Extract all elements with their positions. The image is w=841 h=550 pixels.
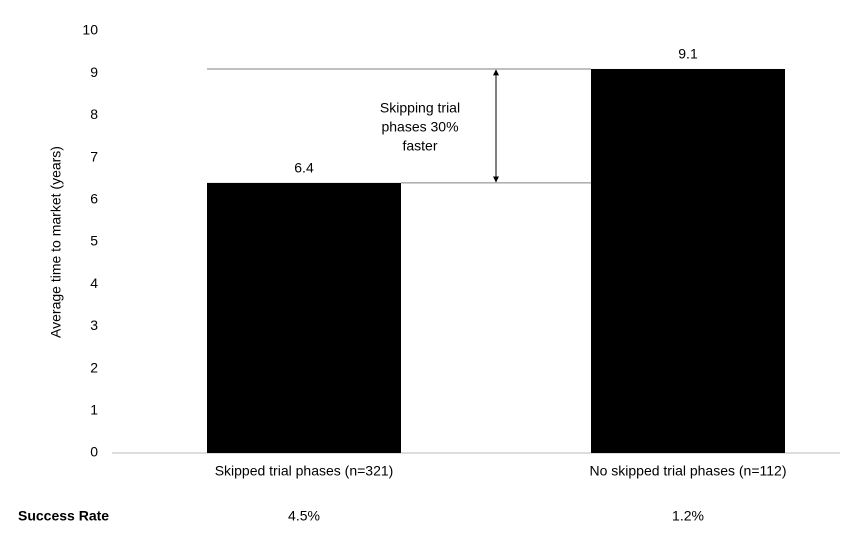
y-tick-label: 5 [90, 233, 98, 249]
bar [591, 68, 785, 453]
data-label: 9.1 [678, 46, 698, 62]
x-tick-label: No skipped trial phases (n=112) [589, 463, 786, 479]
y-tick-label: 2 [90, 359, 98, 375]
y-tick-label: 1 [90, 402, 98, 418]
annotation-text: phases 30% [381, 119, 458, 135]
x-tick-label: Skipped trial phases (n=321) [215, 463, 394, 479]
y-tick-label: 0 [90, 444, 98, 460]
y-tick-label: 10 [82, 22, 98, 38]
annotation-text: faster [402, 138, 437, 154]
y-tick-label: 4 [90, 275, 98, 291]
y-axis-label: Average time to market (years) [48, 146, 64, 338]
data-label: 6.4 [294, 160, 314, 176]
y-tick-label: 7 [90, 148, 98, 164]
bar [207, 182, 401, 454]
success-rate-label: Success Rate [18, 508, 109, 524]
success-rate-value: 1.2% [672, 508, 704, 524]
y-tick-label: 9 [90, 64, 98, 80]
y-tick-label: 3 [90, 317, 98, 333]
y-tick-label: 6 [90, 191, 98, 207]
success-rate-value: 4.5% [288, 508, 320, 524]
y-tick-label: 8 [90, 106, 98, 122]
annotation-text: Skipping trial [380, 100, 460, 116]
